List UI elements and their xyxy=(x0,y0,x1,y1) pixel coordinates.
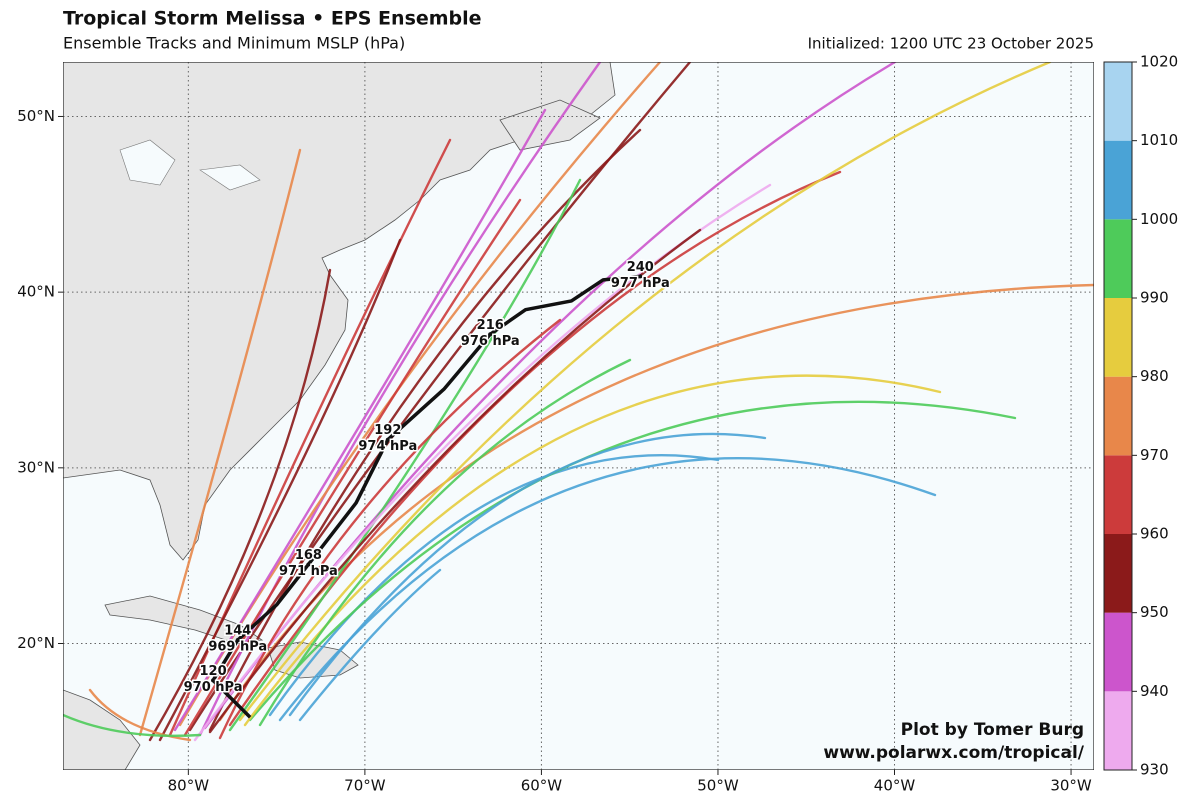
colorbar-label: 980 xyxy=(1140,367,1169,385)
init-time: Initialized: 1200 UTC 23 October 2025 xyxy=(808,35,1094,53)
track xyxy=(298,568,442,722)
colorbar-bin xyxy=(1104,219,1132,298)
min-pressure: 977 hPa xyxy=(611,276,670,291)
track xyxy=(138,148,302,737)
track xyxy=(63,713,202,738)
track xyxy=(148,268,332,742)
track xyxy=(278,456,937,722)
x-tick-label: 70°W xyxy=(344,777,386,795)
min-pressure: 970 hPa xyxy=(184,680,243,695)
colorbar-bin xyxy=(1104,62,1132,141)
colorbar-bin xyxy=(1104,140,1132,220)
label-anchor xyxy=(488,332,493,337)
y-tick-label: 40°N xyxy=(17,283,55,301)
track xyxy=(173,108,547,732)
track xyxy=(288,432,767,717)
colorbar-label: 960 xyxy=(1140,525,1169,543)
forecast-hour: 216 xyxy=(477,318,504,333)
min-pressure: 971 hPa xyxy=(279,564,338,579)
x-tick-label: 30°W xyxy=(1050,777,1092,795)
x-tick-label: 80°W xyxy=(168,777,210,795)
ensemble-tracks xyxy=(63,62,1094,742)
x-tick-label: 50°W xyxy=(697,777,739,795)
forecast-hour: 144 xyxy=(224,623,251,638)
colorbar-label: 1000 xyxy=(1140,210,1178,228)
colorbar-label: 930 xyxy=(1140,761,1169,779)
forecast-hour: 120 xyxy=(199,664,226,679)
forecast-hour: 192 xyxy=(374,423,401,438)
axes: 80°W 70°W 60°W 50°W 40°W 30°W 20°N 30°N 40°N 50°N xyxy=(17,107,1092,795)
track xyxy=(183,198,522,737)
title: Tropical Storm Melissa • EPS Ensemble xyxy=(63,8,482,30)
track xyxy=(268,454,720,717)
colorbar-label: 970 xyxy=(1140,446,1169,464)
colorbar-label: 950 xyxy=(1140,603,1169,621)
min-pressure: 974 hPa xyxy=(358,439,417,454)
colorbar-label: 940 xyxy=(1140,682,1169,700)
forecast-hour: 240 xyxy=(627,260,654,275)
colorbar-bin xyxy=(1104,455,1132,534)
track xyxy=(88,688,192,742)
lakes xyxy=(119,139,261,191)
track xyxy=(158,238,402,742)
track xyxy=(243,374,942,727)
y-tick-label: 50°N xyxy=(17,107,55,125)
colorbar: 930 940 950 960 970 980 990 1000 1010 1020 xyxy=(1103,53,1178,779)
track xyxy=(198,62,602,737)
label-anchor xyxy=(235,637,240,642)
label-anchor xyxy=(306,562,311,567)
x-tick-label: 40°W xyxy=(874,777,916,795)
land xyxy=(63,62,616,770)
credit-url: www.polarwx.com/tropical/ xyxy=(823,743,1084,763)
colorbar-label: 990 xyxy=(1140,289,1169,307)
colorbar-bin xyxy=(1104,534,1132,613)
track xyxy=(258,358,632,727)
colorbar-bin xyxy=(1104,691,1132,770)
colorbar-label: 1010 xyxy=(1140,131,1178,149)
y-tick-label: 20°N xyxy=(17,634,55,652)
track xyxy=(208,228,702,734)
colorbar-label: 1020 xyxy=(1140,53,1178,71)
track xyxy=(238,62,1052,722)
label-anchor xyxy=(211,678,216,683)
track xyxy=(248,400,1017,722)
colorbar-bin xyxy=(1104,612,1132,692)
min-pressure: 969 hPa xyxy=(208,639,267,654)
colorbar-frame xyxy=(1103,61,1133,771)
credit-author: Plot by Tomer Burg xyxy=(901,720,1084,740)
min-pressure: 976 hPa xyxy=(461,334,520,349)
colorbar-bin xyxy=(1104,376,1132,456)
label-anchor xyxy=(385,437,390,442)
y-tick-label: 30°N xyxy=(17,458,55,476)
subtitle: Ensemble Tracks and Minimum MSLP (hPa) xyxy=(63,34,405,53)
track xyxy=(218,318,562,740)
colorbar-bin xyxy=(1104,298,1132,377)
track xyxy=(228,178,582,732)
x-tick-label: 60°W xyxy=(521,777,563,795)
forecast-hour: 168 xyxy=(295,548,322,563)
label-anchor xyxy=(638,274,643,279)
